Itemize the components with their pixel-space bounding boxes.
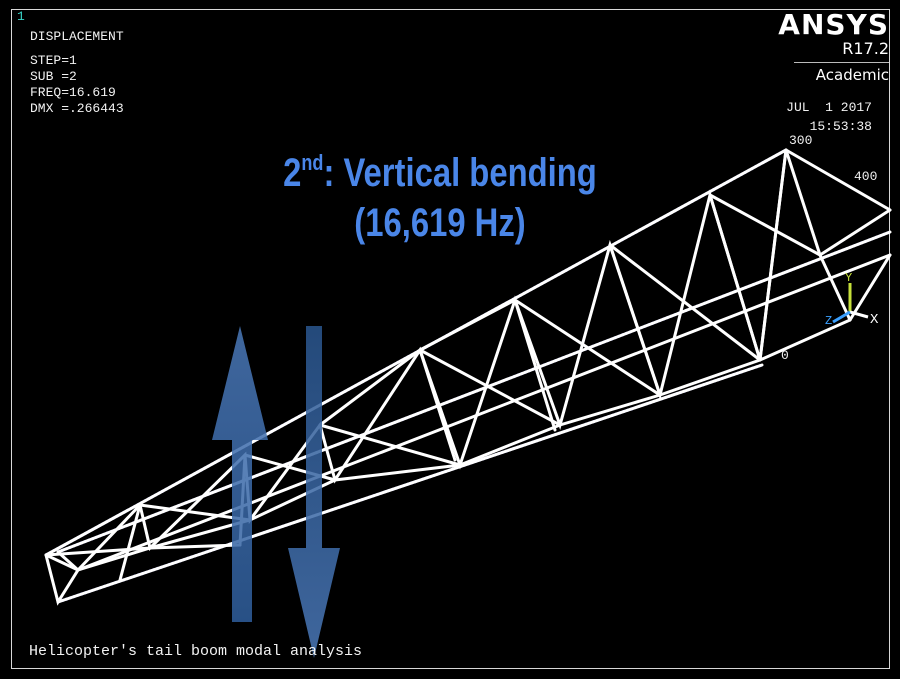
step-label: STEP=1: [30, 53, 77, 68]
down-arrow: [288, 326, 340, 658]
coordinate-triad: Y X Z: [825, 271, 879, 328]
mode-suffix: nd: [301, 150, 324, 175]
node-label-0: 0: [781, 348, 789, 363]
substep-label: SUB =2: [30, 69, 77, 84]
bending-arrows: [212, 326, 340, 658]
mode-number: 2: [283, 151, 302, 195]
node-label-300: 300: [789, 133, 812, 148]
max-displacement-label: DMX =.266443: [30, 101, 124, 116]
up-arrow: [212, 326, 268, 622]
graphics-frame: [11, 9, 890, 669]
result-mode-label: DISPLACEMENT: [30, 29, 124, 44]
result-info-block: DISPLACEMENT STEP=1 SUB =2 FREQ=16.619 D…: [30, 29, 124, 117]
brand-name: ANSYS: [778, 8, 889, 41]
brand-version: R17.2: [842, 39, 889, 58]
node-label-400: 400: [854, 169, 877, 184]
mode-headline: 2nd: Vertical bending (16,619 Hz): [243, 138, 637, 248]
middle-longeron: [56, 230, 892, 554]
frequency-label: FREQ=16.619: [30, 85, 116, 100]
brand-divider: [794, 62, 889, 63]
bottom-longeron: [56, 363, 764, 604]
triad-y-label: Y: [845, 271, 852, 285]
mode-frequency: (16,619 Hz): [354, 201, 526, 245]
model-caption: Helicopter's tail boom modal analysis: [29, 643, 363, 660]
window-number: 1: [17, 9, 25, 24]
mode-label: : Vertical bending: [323, 151, 597, 195]
ansys-logo: ANSYS R17.2 Academic: [778, 10, 889, 84]
triad-x-label: X: [870, 312, 879, 328]
time-label: 15:53:38: [809, 119, 872, 134]
mode-title: 2nd: Vertical bending: [243, 138, 637, 198]
brand-edition: Academic: [815, 66, 889, 84]
triad-z-label: Z: [825, 314, 832, 328]
date-label: JUL 1 2017: [786, 100, 872, 115]
